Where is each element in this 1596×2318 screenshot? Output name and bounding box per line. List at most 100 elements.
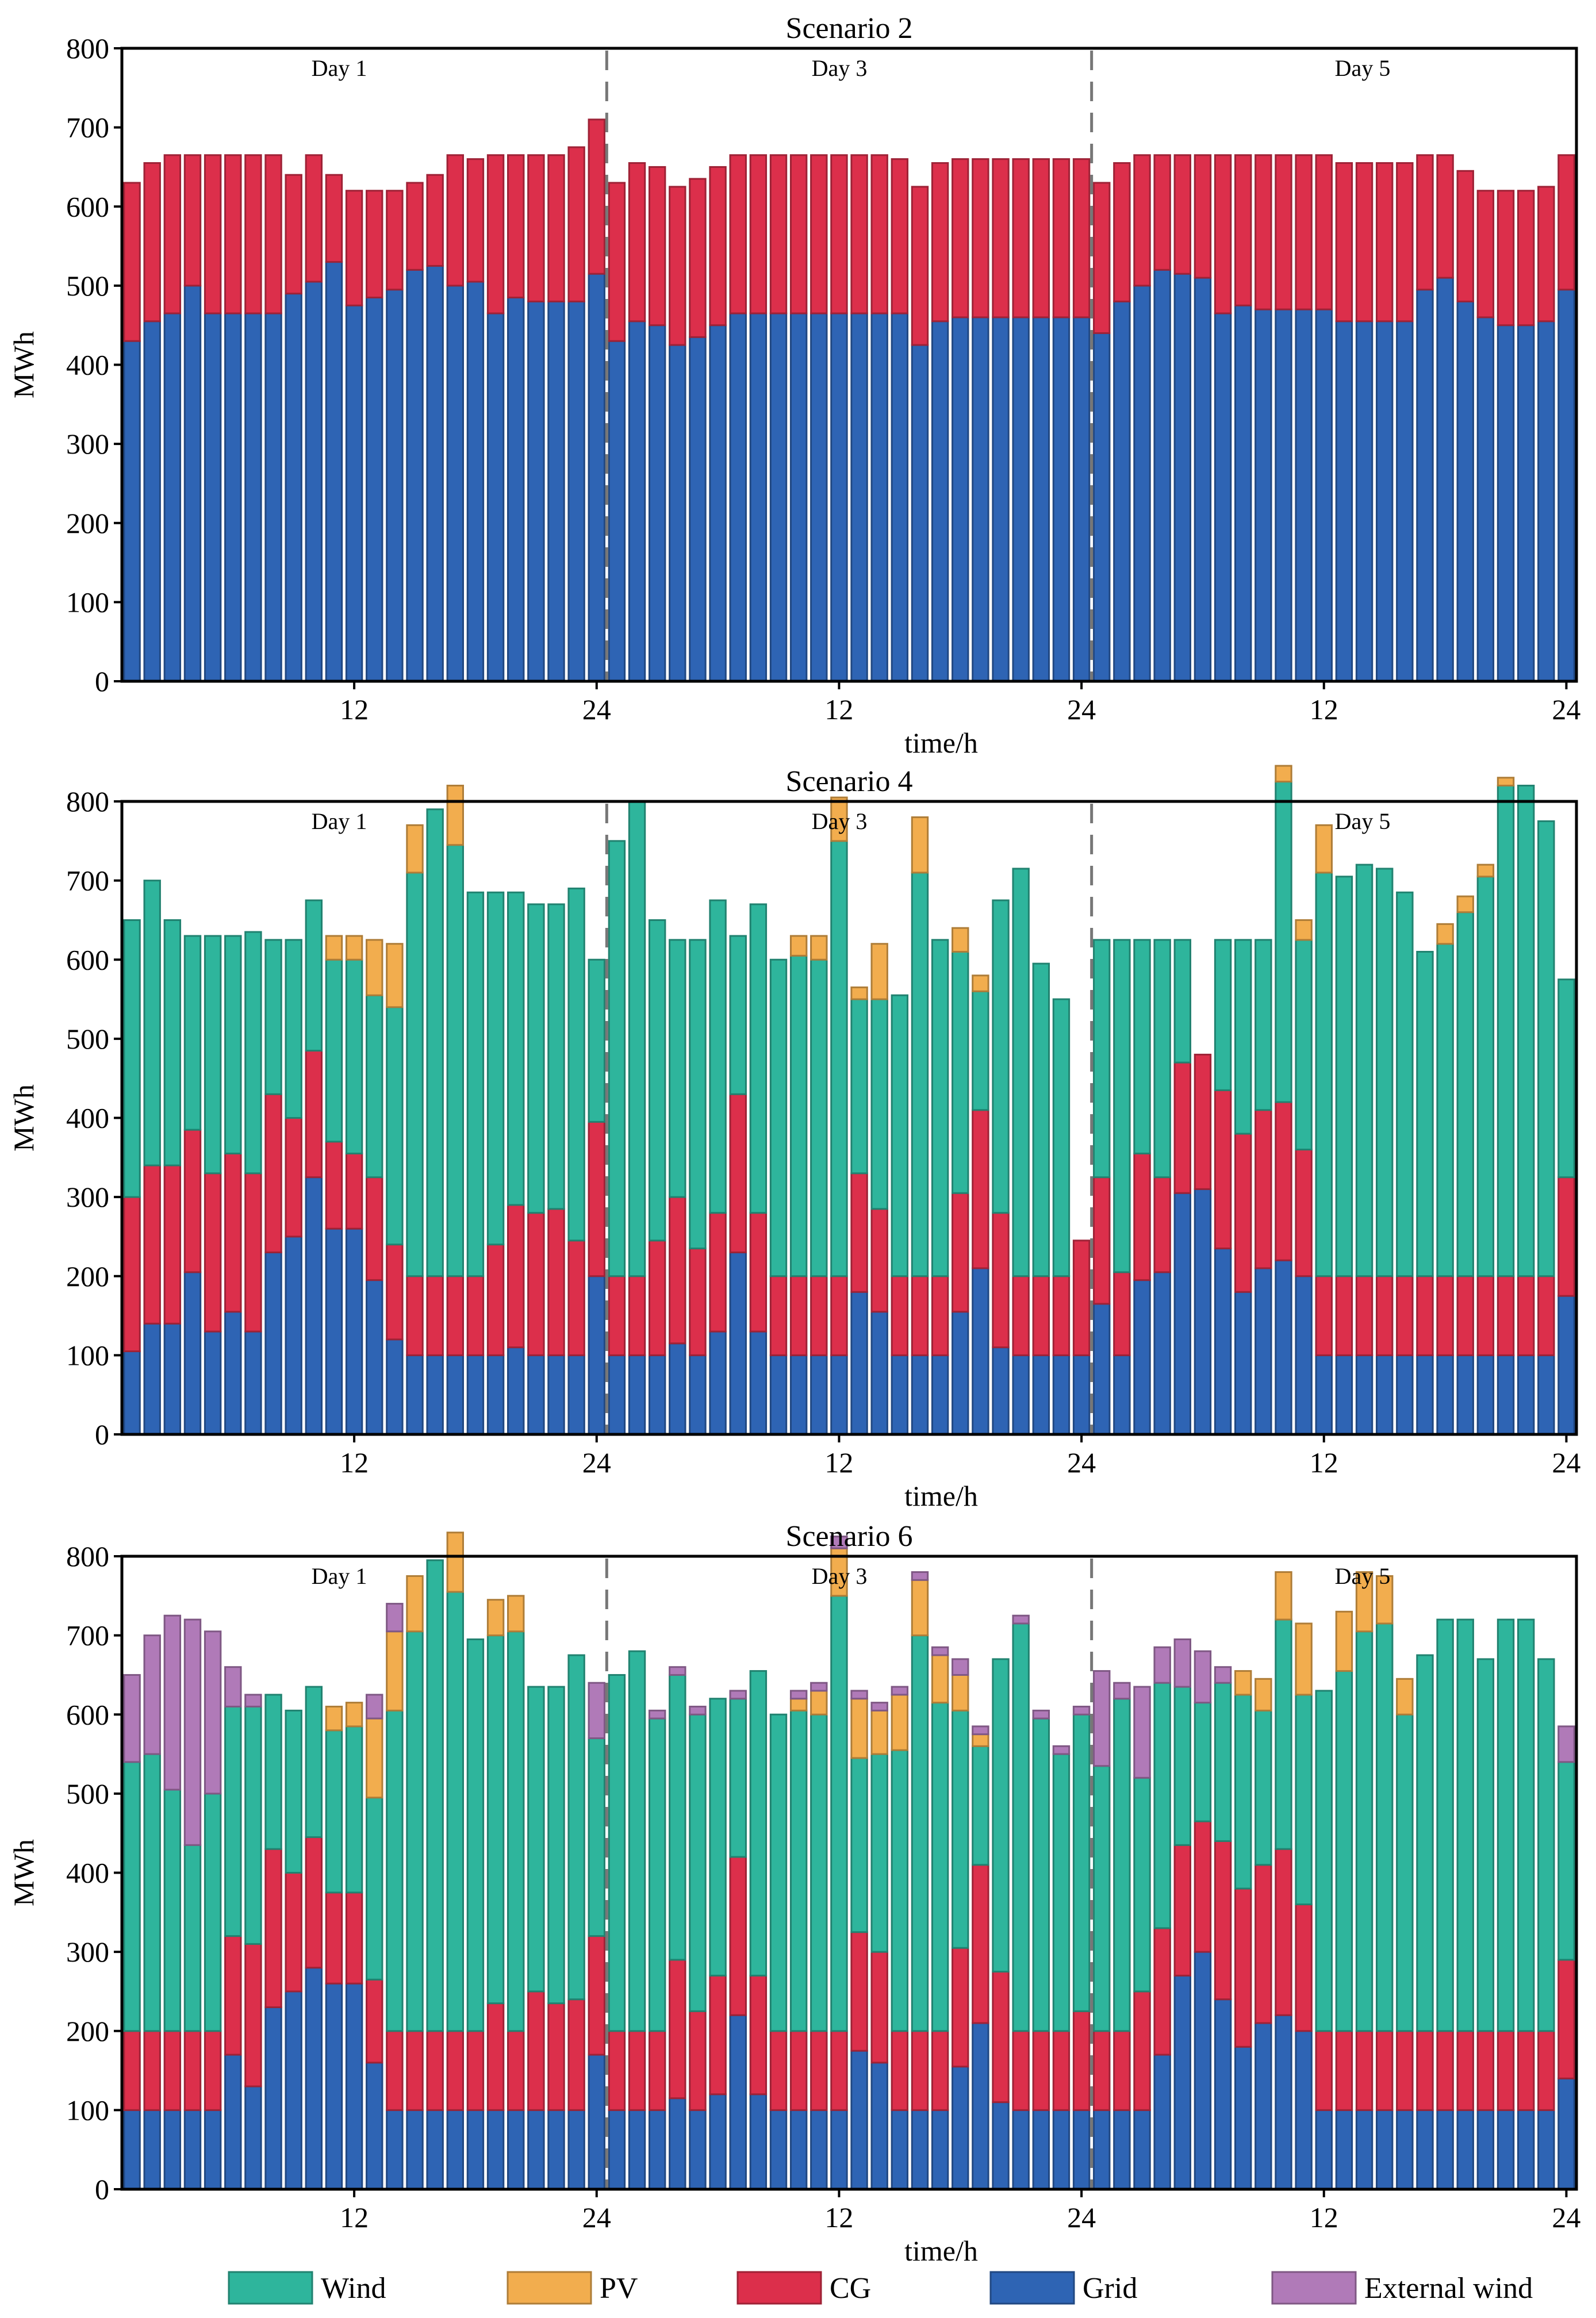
bar-wind-39 bbox=[891, 994, 909, 1277]
x-tick-label: 12 bbox=[1310, 693, 1338, 726]
bar-wind-59 bbox=[1295, 939, 1313, 1151]
bar-grid-64 bbox=[1396, 1354, 1414, 1436]
bar-cg-47 bbox=[1052, 2030, 1071, 2111]
bar-cg-55 bbox=[1214, 1840, 1232, 2001]
bar-pv-64 bbox=[1396, 1678, 1414, 1716]
bar-pv-13 bbox=[366, 1717, 383, 1799]
bar-wind-61 bbox=[1335, 1670, 1353, 2032]
bar-cg-16 bbox=[426, 174, 444, 267]
bar-grid-54 bbox=[1194, 1188, 1212, 1436]
bar-grid-35 bbox=[810, 1354, 828, 1436]
bar-grid-45 bbox=[1012, 316, 1030, 682]
bar-wind-49 bbox=[1093, 939, 1111, 1179]
bar-cg-22 bbox=[547, 2002, 565, 2111]
bar-cg-14 bbox=[386, 1244, 404, 1341]
bar-grid-67 bbox=[1456, 2109, 1474, 2190]
bar-cg-44 bbox=[992, 1971, 1010, 2104]
bar-pv-35 bbox=[810, 935, 828, 961]
bar-grid-4 bbox=[183, 285, 202, 682]
bar-cg-15 bbox=[406, 1275, 424, 1356]
x-tick-label: 24 bbox=[1067, 2201, 1096, 2233]
bar-external-wind-31 bbox=[729, 1690, 747, 1700]
bar-grid-22 bbox=[547, 1354, 565, 1436]
bar-grid-2 bbox=[143, 320, 161, 682]
y-tick-label: 300 bbox=[66, 1181, 109, 1213]
bar-cg-66 bbox=[1436, 154, 1454, 279]
bar-cg-52 bbox=[1153, 154, 1171, 271]
bar-external-wind-37 bbox=[850, 1690, 868, 1700]
bar-wind-63 bbox=[1375, 868, 1394, 1277]
bar-cg-62 bbox=[1355, 162, 1374, 323]
bar-pv-14 bbox=[386, 1630, 404, 1711]
bar-wind-33 bbox=[769, 1713, 788, 2032]
bar-wind-51 bbox=[1133, 939, 1151, 1154]
bar-cg-30 bbox=[709, 166, 727, 327]
bar-grid-66 bbox=[1436, 1354, 1454, 1436]
bar-grid-15 bbox=[406, 268, 424, 682]
bar-grid-51 bbox=[1133, 285, 1151, 682]
bar-wind-7 bbox=[244, 1705, 262, 1945]
bar-cg-45 bbox=[1012, 2030, 1030, 2111]
bar-wind-10 bbox=[305, 899, 323, 1052]
bar-cg-9 bbox=[285, 174, 302, 295]
bar-pv-40 bbox=[911, 816, 929, 874]
x-tick-label: 24 bbox=[1552, 693, 1580, 726]
bar-cg-23 bbox=[567, 1239, 585, 1356]
bar-grid-36 bbox=[830, 1354, 848, 1436]
day-label: Day 3 bbox=[812, 808, 868, 834]
bar-cg-65 bbox=[1416, 1275, 1434, 1356]
y-tick-label: 300 bbox=[66, 1936, 109, 1968]
bar-grid-8 bbox=[264, 2006, 282, 2190]
bar-external-wind-50 bbox=[1113, 1682, 1131, 1700]
bar-grid-52 bbox=[1153, 268, 1171, 682]
bar-cg-33 bbox=[769, 1275, 788, 1356]
bar-cg-36 bbox=[830, 2030, 848, 2111]
bar-grid-63 bbox=[1375, 320, 1394, 682]
bar-wind-44 bbox=[992, 1658, 1010, 1973]
bar-wind-40 bbox=[911, 1634, 929, 2032]
bar-wind-49 bbox=[1093, 1765, 1111, 2032]
bar-grid-12 bbox=[345, 304, 363, 682]
bar-grid-71 bbox=[1537, 2109, 1555, 2190]
bar-cg-21 bbox=[527, 1990, 545, 2111]
x-tick-label: 24 bbox=[1067, 1446, 1096, 1479]
bar-wind-23 bbox=[567, 1654, 585, 2001]
bar-wind-1 bbox=[123, 919, 141, 1198]
bar-wind-23 bbox=[567, 887, 585, 1242]
bar-wind-12 bbox=[345, 958, 363, 1154]
bar-cg-4 bbox=[183, 1129, 202, 1273]
bar-cg-25 bbox=[608, 182, 626, 342]
bar-grid-30 bbox=[709, 1330, 727, 1436]
bar-cg-55 bbox=[1214, 154, 1232, 314]
bar-cg-62 bbox=[1355, 2030, 1374, 2111]
bar-pv-35 bbox=[810, 1690, 828, 1716]
bar-cg-8 bbox=[264, 1093, 282, 1253]
bar-grid-13 bbox=[366, 297, 383, 682]
bar-wind-43 bbox=[972, 1745, 989, 1866]
bar-grid-60 bbox=[1315, 2109, 1333, 2190]
bar-cg-49 bbox=[1093, 2030, 1111, 2111]
bar-grid-6 bbox=[224, 2054, 242, 2190]
bar-pv-12 bbox=[345, 1702, 363, 1728]
bar-cg-71 bbox=[1537, 2030, 1555, 2111]
bar-wind-13 bbox=[366, 994, 383, 1179]
bar-wind-19 bbox=[486, 891, 505, 1246]
bar-cg-7 bbox=[244, 1943, 262, 2087]
bar-pv-19 bbox=[486, 1599, 505, 1637]
bar-external-wind-27 bbox=[648, 1709, 666, 1720]
bar-grid-38 bbox=[870, 312, 888, 682]
bar-cg-23 bbox=[567, 1998, 585, 2111]
bar-wind-72 bbox=[1557, 1761, 1575, 1961]
bar-cg-41 bbox=[931, 2030, 949, 2111]
bar-grid-49 bbox=[1093, 1303, 1111, 1436]
chart-panel-1: 0 100 200 300 400 500 600 700 800 12 24 12 24 12 24 Sce… bbox=[7, 12, 1580, 759]
bar-pv-38 bbox=[870, 943, 888, 1000]
bar-wind-20 bbox=[507, 1630, 525, 2032]
bar-external-wind-13 bbox=[366, 1694, 383, 1720]
bar-cg-20 bbox=[507, 2030, 525, 2111]
bar-grid-53 bbox=[1173, 1974, 1191, 2190]
bar-grid-57 bbox=[1254, 308, 1272, 682]
bar-wind-45 bbox=[1012, 868, 1030, 1277]
bar-grid-37 bbox=[850, 1291, 868, 1436]
bar-grid-39 bbox=[891, 1354, 909, 1436]
